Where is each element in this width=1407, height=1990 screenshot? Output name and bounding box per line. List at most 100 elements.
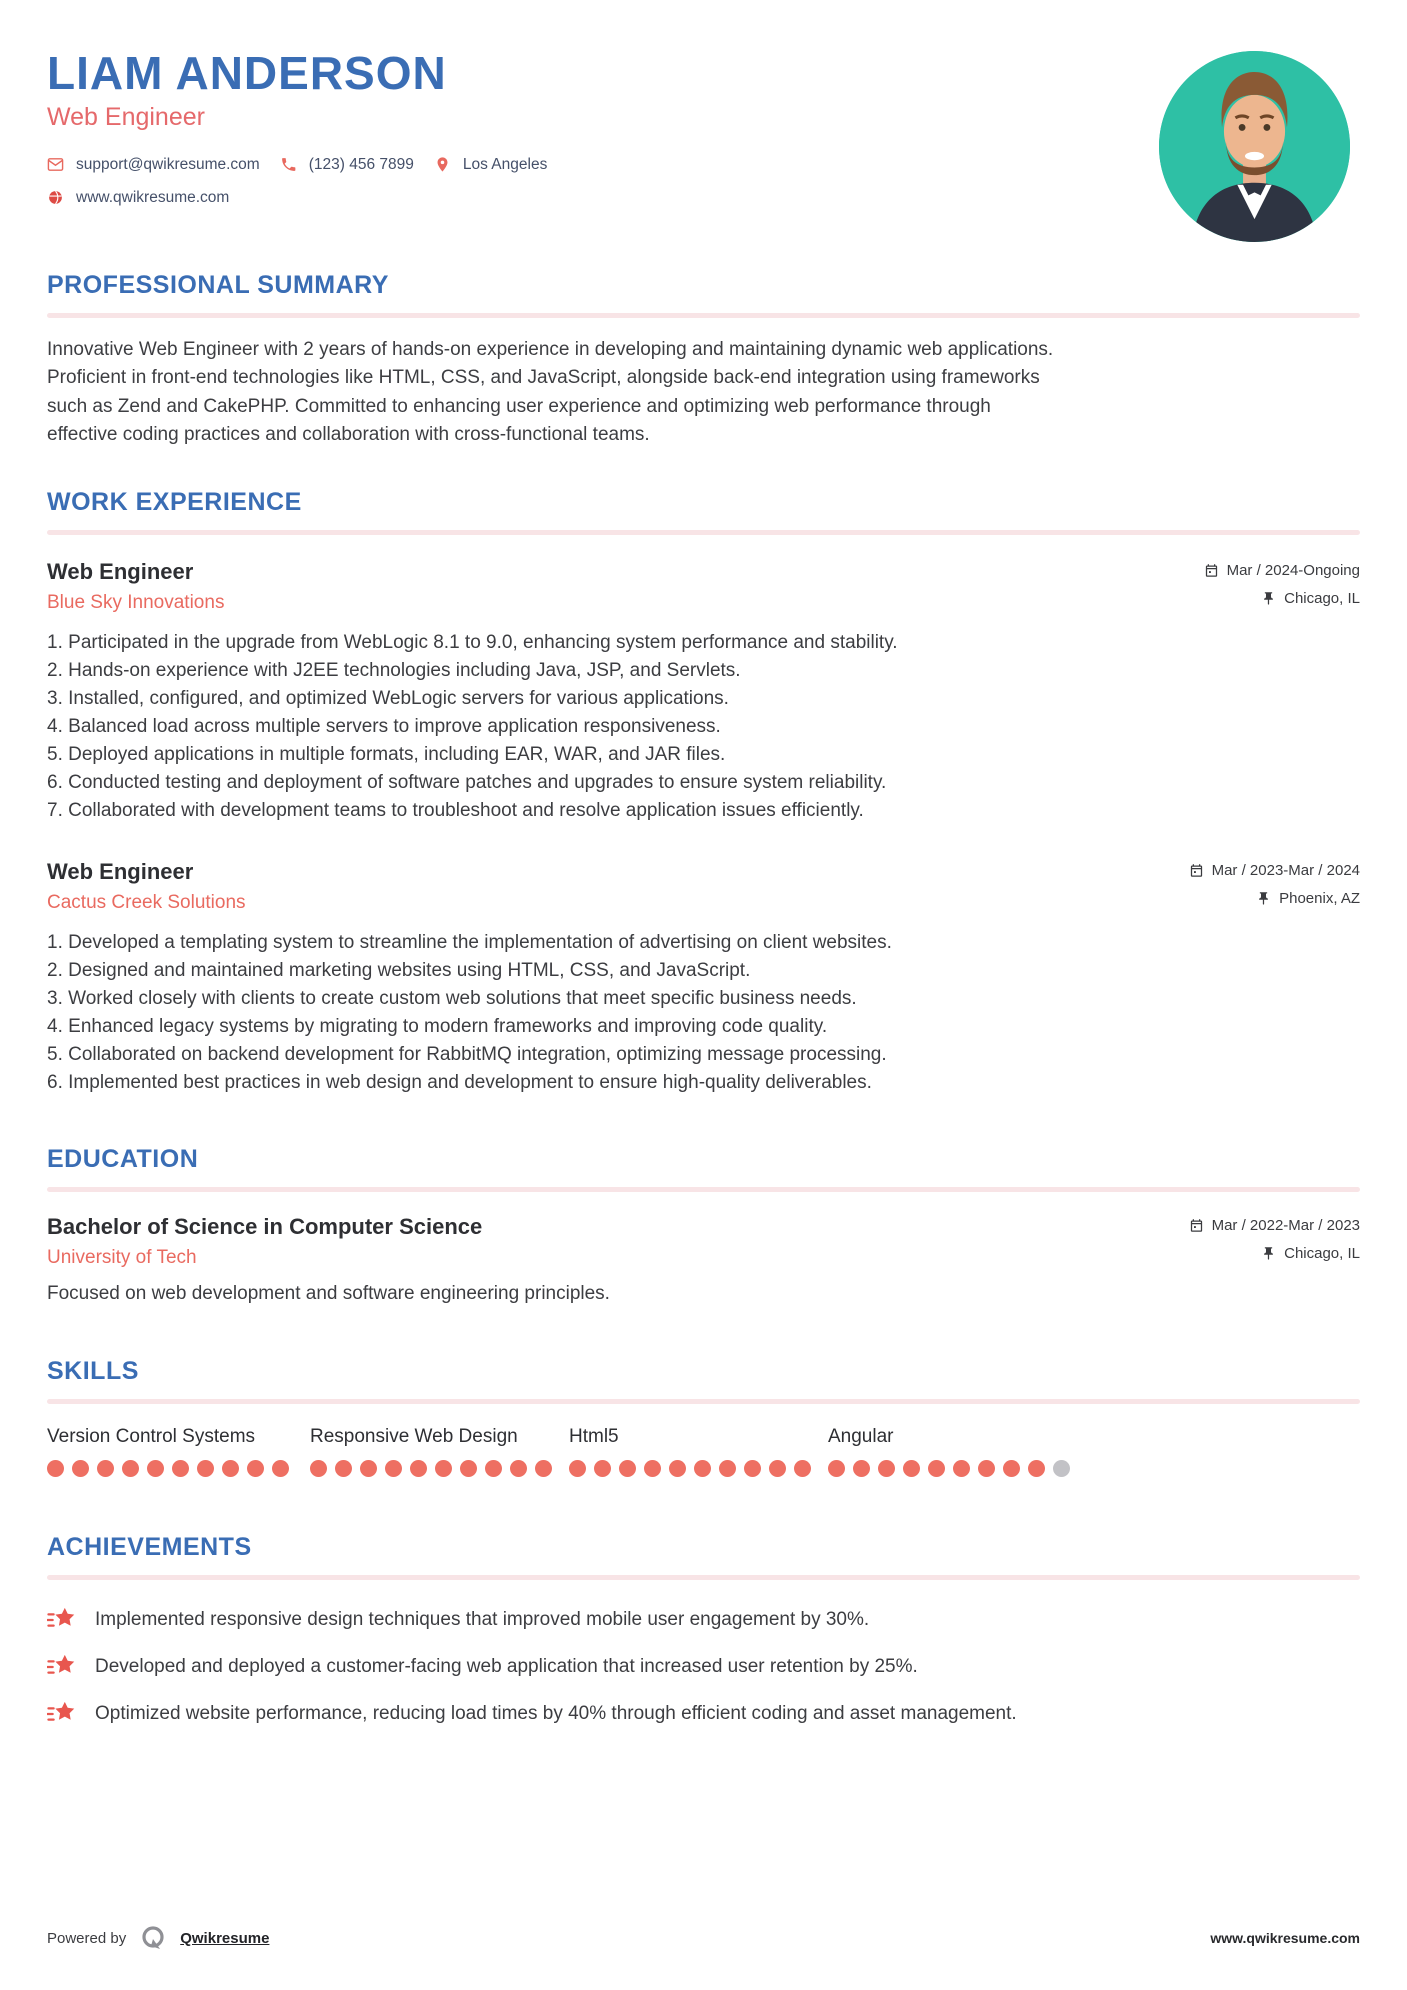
rating-dot: [435, 1459, 452, 1477]
rating-dot: [97, 1459, 114, 1477]
phone-icon: [281, 158, 296, 171]
website-text[interactable]: www.qwikresume.com: [76, 188, 230, 206]
skill-name: Angular: [828, 1425, 894, 1447]
rating-dot: [222, 1459, 239, 1477]
education-header: Bachelor of Science in Computer Science …: [47, 1214, 1360, 1269]
education-location: Chicago, IL: [1189, 1245, 1360, 1262]
job-bullet: Worked closely with clients to create cu…: [68, 987, 857, 1009]
qwikresume-link[interactable]: Qwikresume: [180, 1929, 270, 1947]
pushpin-icon: [1259, 891, 1268, 905]
rating-dot: [569, 1459, 586, 1477]
calendar-icon: [1190, 863, 1202, 877]
job-dates: Mar / 2024-Ongoing: [1204, 562, 1360, 579]
education-meta: Mar / 2022-Mar / 2023 Chicago, IL: [1189, 1214, 1360, 1262]
education-dates-text: Mar / 2022-Mar / 2023: [1211, 1216, 1360, 1234]
calendar-icon: [1205, 563, 1217, 577]
rating-dot: [197, 1459, 214, 1477]
rating-dot: [694, 1459, 711, 1477]
section-education: EDUCATION Bachelor of Science in Compute…: [47, 1145, 1360, 1305]
location-text: Los Angeles: [462, 155, 548, 173]
rating-dot: [460, 1459, 477, 1477]
rating-dot: [1003, 1459, 1020, 1477]
job-header: Web Engineer Cactus Creek Solutions Mar …: [47, 859, 1360, 914]
rating-dot: [247, 1459, 264, 1477]
job-bullet: Implemented best practices in web design…: [68, 1071, 872, 1093]
section-divider: [47, 1574, 1360, 1580]
rating-dot: [272, 1459, 289, 1477]
email-text[interactable]: support@qwikresume.com: [76, 155, 260, 173]
job-bullet: Conducted testing and deployment of soft…: [68, 771, 887, 793]
job-title: Web Engineer: [47, 858, 194, 884]
summary-text: Innovative Web Engineer with 2 years of …: [47, 338, 1054, 446]
star-badge-icon: [47, 1701, 75, 1721]
rating-dot: [147, 1459, 164, 1477]
skill-item: Version Control Systems: [47, 1426, 310, 1477]
skill-name: Responsive Web Design: [310, 1425, 518, 1447]
footer-branding: Powered by Qwikresume: [47, 1925, 269, 1951]
job-bullet: Enhanced legacy systems by migrating to …: [68, 1015, 828, 1037]
rating-dot: [978, 1459, 995, 1477]
job-title: Web Engineer: [47, 558, 194, 584]
email-contact: support@qwikresume.com: [47, 156, 260, 174]
job-company: Blue Sky Innovations: [47, 591, 225, 613]
job-meta: Mar / 2024-Ongoing Chicago, IL: [1204, 559, 1360, 607]
rating-dot: [594, 1459, 611, 1477]
rating-dot: [410, 1459, 427, 1477]
profile-photo-illustration: [1159, 51, 1350, 242]
person-name: LIAM ANDERSON: [47, 47, 447, 99]
rating-dot: [878, 1459, 895, 1477]
job-meta: Mar / 2023-Mar / 2024 Phoenix, AZ: [1189, 859, 1360, 907]
rating-dot: [485, 1459, 502, 1477]
skill-rating-dots: [828, 1459, 1087, 1477]
skills-grid: Version Control Systems Responsive Web D…: [47, 1426, 1360, 1477]
education-location-text: Chicago, IL: [1284, 1244, 1360, 1262]
star-badge-icon: [47, 1607, 75, 1627]
footer-website[interactable]: www.qwikresume.com: [1210, 1930, 1360, 1946]
job-bullet: Collaborated on backend development for …: [68, 1043, 887, 1065]
star-badge-icon: [47, 1654, 75, 1674]
profile-photo: [1159, 51, 1350, 242]
achievements-heading: ACHIEVEMENTS: [47, 1532, 252, 1561]
job-bullet: Balanced load across multiple servers to…: [68, 715, 721, 737]
section-experience: WORK EXPERIENCE Web Engineer Blue Sky In…: [47, 488, 1360, 1097]
rating-dot: [122, 1459, 139, 1477]
job-bullet: Installed, configured, and optimized Web…: [68, 687, 729, 709]
skill-rating-dots: [47, 1459, 310, 1477]
school-name: University of Tech: [47, 1246, 197, 1268]
contact-row-primary: support@qwikresume.com (123) 456 7899 Lo…: [47, 156, 1360, 174]
job-header: Web Engineer Blue Sky Innovations Mar / …: [47, 559, 1360, 614]
job-location-text: Phoenix, AZ: [1279, 889, 1360, 907]
rating-dot: [335, 1459, 352, 1477]
achievements-list: Implemented responsive design techniques…: [47, 1606, 1360, 1728]
rating-dot: [1053, 1459, 1070, 1477]
section-divider: [47, 1398, 1360, 1404]
contact-row-website: www.qwikresume.com: [47, 189, 1360, 207]
rating-dot: [360, 1459, 377, 1477]
job-bullet: Deployed applications in multiple format…: [68, 743, 726, 765]
location-contact: Los Angeles: [434, 156, 547, 174]
section-summary: PROFESSIONAL SUMMARY Innovative Web Engi…: [47, 271, 1360, 450]
job-entry-1: Web Engineer Blue Sky Innovations Mar / …: [47, 559, 1360, 825]
job-entry-2: Web Engineer Cactus Creek Solutions Mar …: [47, 859, 1360, 1097]
education-heading: EDUCATION: [47, 1144, 199, 1173]
rating-dot: [310, 1459, 327, 1477]
job-dates-text: Mar / 2024-Ongoing: [1226, 561, 1360, 579]
job-dates: Mar / 2023-Mar / 2024: [1189, 862, 1360, 879]
rating-dot: [72, 1459, 89, 1477]
rating-dot: [719, 1459, 736, 1477]
section-skills: SKILLS Version Control Systems Responsiv…: [47, 1357, 1360, 1477]
skill-item: Responsive Web Design: [310, 1426, 569, 1477]
skill-name: Version Control Systems: [47, 1425, 256, 1447]
job-bullets: Participated in the upgrade from WebLogi…: [47, 629, 1360, 825]
job-dates-text: Mar / 2023-Mar / 2024: [1211, 861, 1360, 879]
rating-dot: [903, 1459, 920, 1477]
job-bullet: Developed a templating system to streaml…: [68, 931, 892, 953]
section-divider: [47, 1186, 1360, 1192]
rating-dot: [853, 1459, 870, 1477]
section-divider: [47, 529, 1360, 535]
globe-icon: [49, 190, 62, 205]
rating-dot: [385, 1459, 402, 1477]
phone-contact: (123) 456 7899: [280, 156, 414, 174]
summary-heading: PROFESSIONAL SUMMARY: [47, 270, 389, 299]
